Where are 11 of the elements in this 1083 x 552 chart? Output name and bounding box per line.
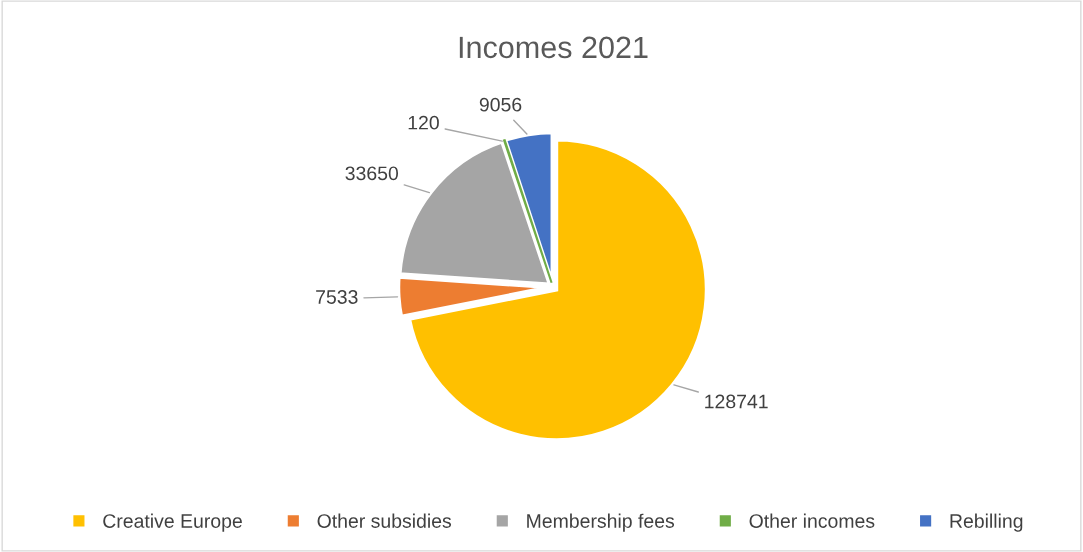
legend-label: Membership fees	[527, 513, 675, 532]
legend-label: Other incomes	[749, 513, 875, 528]
data-label: 7533	[316, 290, 358, 304]
legend-label: Other subsidies	[317, 513, 452, 528]
legend-label: Creative Europe	[103, 513, 242, 532]
chart-title: Incomes 2021	[459, 36, 648, 59]
data-label: 33650	[345, 166, 399, 181]
data-label: 128741	[705, 394, 768, 409]
data-label: 9056	[479, 97, 522, 112]
data-label: 120	[408, 115, 439, 130]
legend-label: Rebilling	[950, 513, 1023, 532]
